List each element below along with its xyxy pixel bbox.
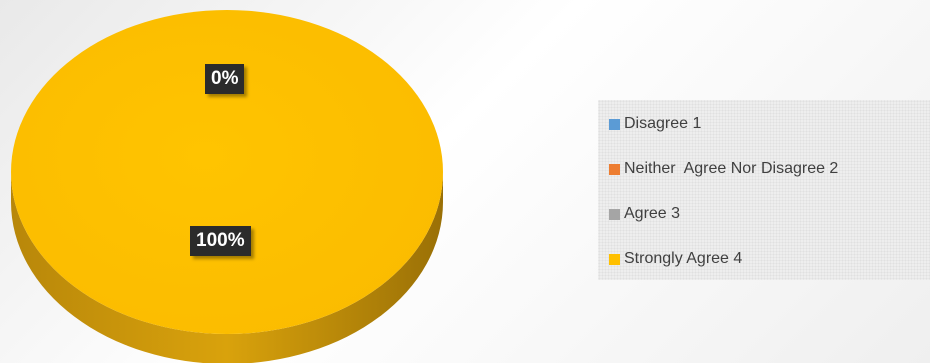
legend: Disagree 1 Neither Agree Nor Disagree 2 … — [598, 100, 930, 280]
legend-item-strongly-agree: Strongly Agree 4 — [609, 248, 930, 270]
legend-label-strongly-agree: Strongly Agree 4 — [624, 250, 743, 267]
legend-label-disagree: Disagree 1 — [624, 115, 702, 132]
legend-swatch-neither — [609, 163, 620, 175]
legend-swatch-agree — [609, 208, 620, 220]
pie-chart — [11, 10, 443, 363]
legend-item-disagree: Disagree 1 — [609, 113, 930, 135]
legend-swatch-disagree — [609, 118, 620, 130]
legend-swatch-strongly-agree — [609, 253, 620, 265]
legend-label-neither: Neither Agree Nor Disagree 2 — [624, 160, 839, 177]
legend-item-agree: Agree 3 — [609, 203, 930, 225]
data-label-zero: 0% — [205, 64, 245, 94]
legend-label-agree: Agree 3 — [624, 205, 681, 222]
legend-item-neither: Neither Agree Nor Disagree 2 — [609, 158, 930, 180]
pie-slice-strongly-agree — [11, 10, 443, 334]
data-label-strongly-agree: 100% — [190, 226, 251, 256]
pie-side-wall — [11, 172, 443, 363]
